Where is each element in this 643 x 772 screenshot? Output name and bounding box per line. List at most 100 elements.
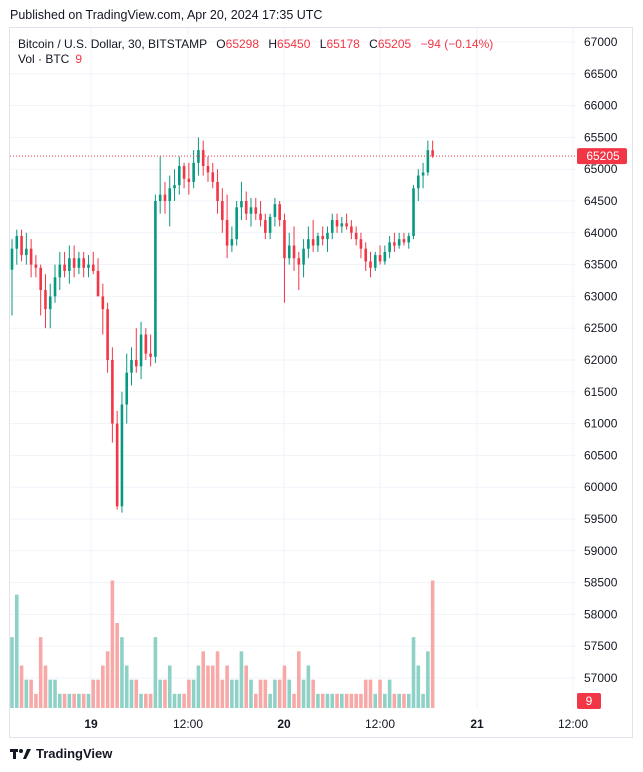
- volume-bar: [268, 693, 272, 708]
- price-tick-label: 67000: [584, 35, 618, 49]
- volume-bar: [273, 679, 277, 708]
- candle-body: [101, 296, 105, 310]
- published-caption: Published on TradingView.com, Apr 20, 20…: [10, 8, 323, 22]
- candle-body: [77, 258, 81, 268]
- volume-bar: [81, 693, 86, 708]
- candle-body: [63, 264, 66, 271]
- candle-body: [364, 248, 368, 262]
- chart-frame: [9, 27, 633, 738]
- volume-bar: [354, 693, 358, 708]
- candle-body: [397, 239, 401, 246]
- tradingview-logo-icon: [10, 748, 31, 759]
- volume-bar: [24, 679, 29, 708]
- candle-body: [44, 290, 47, 310]
- change-value: −94 (−0.14%): [420, 37, 494, 51]
- volume-bar: [320, 693, 325, 708]
- volume-bar: [43, 665, 48, 708]
- price-tick-label: 58000: [584, 607, 618, 621]
- candle-body: [163, 194, 167, 201]
- volume-bar: [177, 693, 182, 708]
- time-tick-label: 12:00: [173, 717, 203, 731]
- candle-body: [273, 204, 277, 217]
- time-tick-label: 12:00: [365, 717, 395, 731]
- volume-bar: [383, 693, 387, 708]
- candle-body: [373, 255, 377, 268]
- candle-body: [268, 216, 272, 233]
- last-price-tag-bg: [577, 148, 627, 165]
- candle-body: [225, 220, 229, 246]
- legend-main: Bitcoin / U.S. Dollar, 30, BITSTAMP O 652…: [18, 36, 493, 52]
- candle-body: [330, 220, 334, 233]
- symbol-name: Bitcoin / U.S. Dollar, 30, BITSTAMP: [18, 37, 207, 51]
- candle-body: [287, 245, 291, 259]
- volume-bar: [72, 693, 76, 708]
- volume-bar: [421, 693, 425, 708]
- open-label: O: [216, 37, 226, 51]
- volume-bar: [158, 679, 162, 708]
- volume-bar: [301, 679, 306, 708]
- candle-body: [154, 201, 157, 357]
- price-tick-label: 62000: [584, 353, 618, 367]
- candle-body: [25, 248, 28, 256]
- candle-body: [34, 264, 38, 268]
- candle-body: [292, 245, 296, 259]
- price-tick-label: 59000: [584, 544, 618, 558]
- candle-body: [125, 372, 129, 405]
- candle-body: [10, 248, 14, 270]
- candle-body: [173, 185, 176, 189]
- candle-body: [53, 277, 57, 297]
- candle-body: [244, 201, 248, 214]
- candle-body: [393, 242, 396, 246]
- candle-body: [58, 264, 62, 278]
- volume-bar: [277, 679, 282, 708]
- candle-body: [307, 239, 310, 249]
- last-price-tag: 65205: [577, 148, 627, 165]
- candle-body: [29, 248, 33, 265]
- candle-body: [72, 258, 76, 268]
- volume-bar: [430, 580, 435, 708]
- candle-body: [158, 194, 162, 201]
- candle-body: [378, 255, 382, 262]
- price-tick-label: 59500: [584, 512, 618, 526]
- volume-bar: [387, 679, 392, 708]
- volume-bar: [34, 693, 38, 708]
- volume-bar: [253, 693, 258, 708]
- volume-bar: [124, 665, 129, 708]
- price-tick-label: 58500: [584, 576, 618, 590]
- volume-bar: [196, 665, 201, 708]
- volume-bar: [172, 693, 177, 708]
- price-tick-label: 60000: [584, 480, 618, 494]
- volume-bar: [282, 665, 287, 708]
- candle-body: [278, 204, 281, 221]
- high-value: 65450: [277, 37, 311, 51]
- price-axis: 67000 66500 66000 65500 65000 64500 64000 63500…: [584, 35, 618, 685]
- candle-body: [264, 220, 267, 233]
- candle-body: [111, 360, 114, 424]
- volume-bar: [311, 679, 315, 708]
- candle-body: [240, 201, 243, 208]
- candle-body: [216, 181, 219, 201]
- candle-body: [354, 232, 358, 240]
- volume-bar: [86, 693, 91, 708]
- candle-body: [48, 296, 52, 310]
- volume-bar: [234, 679, 239, 708]
- volume-bar: [368, 679, 373, 708]
- price-tick-label: 66000: [584, 99, 618, 113]
- volume-bar: [58, 693, 62, 708]
- volume-bar: [297, 651, 301, 708]
- volume-bar: [67, 693, 72, 708]
- footer[interactable]: TradingView: [10, 746, 112, 761]
- volume-bar: [373, 693, 378, 708]
- volume-label: Vol · BTC: [18, 52, 70, 66]
- volume-bar: [129, 679, 134, 708]
- candle-body: [321, 235, 324, 240]
- candle-body: [115, 423, 119, 507]
- close-value: 65205: [377, 37, 412, 51]
- volume-bar: [359, 693, 363, 708]
- price-tick-label: 57500: [584, 639, 618, 653]
- candle-body: [211, 172, 215, 182]
- volume-bar: [406, 693, 411, 708]
- price-tick-label: 66500: [584, 67, 618, 81]
- candle-body: [139, 334, 143, 367]
